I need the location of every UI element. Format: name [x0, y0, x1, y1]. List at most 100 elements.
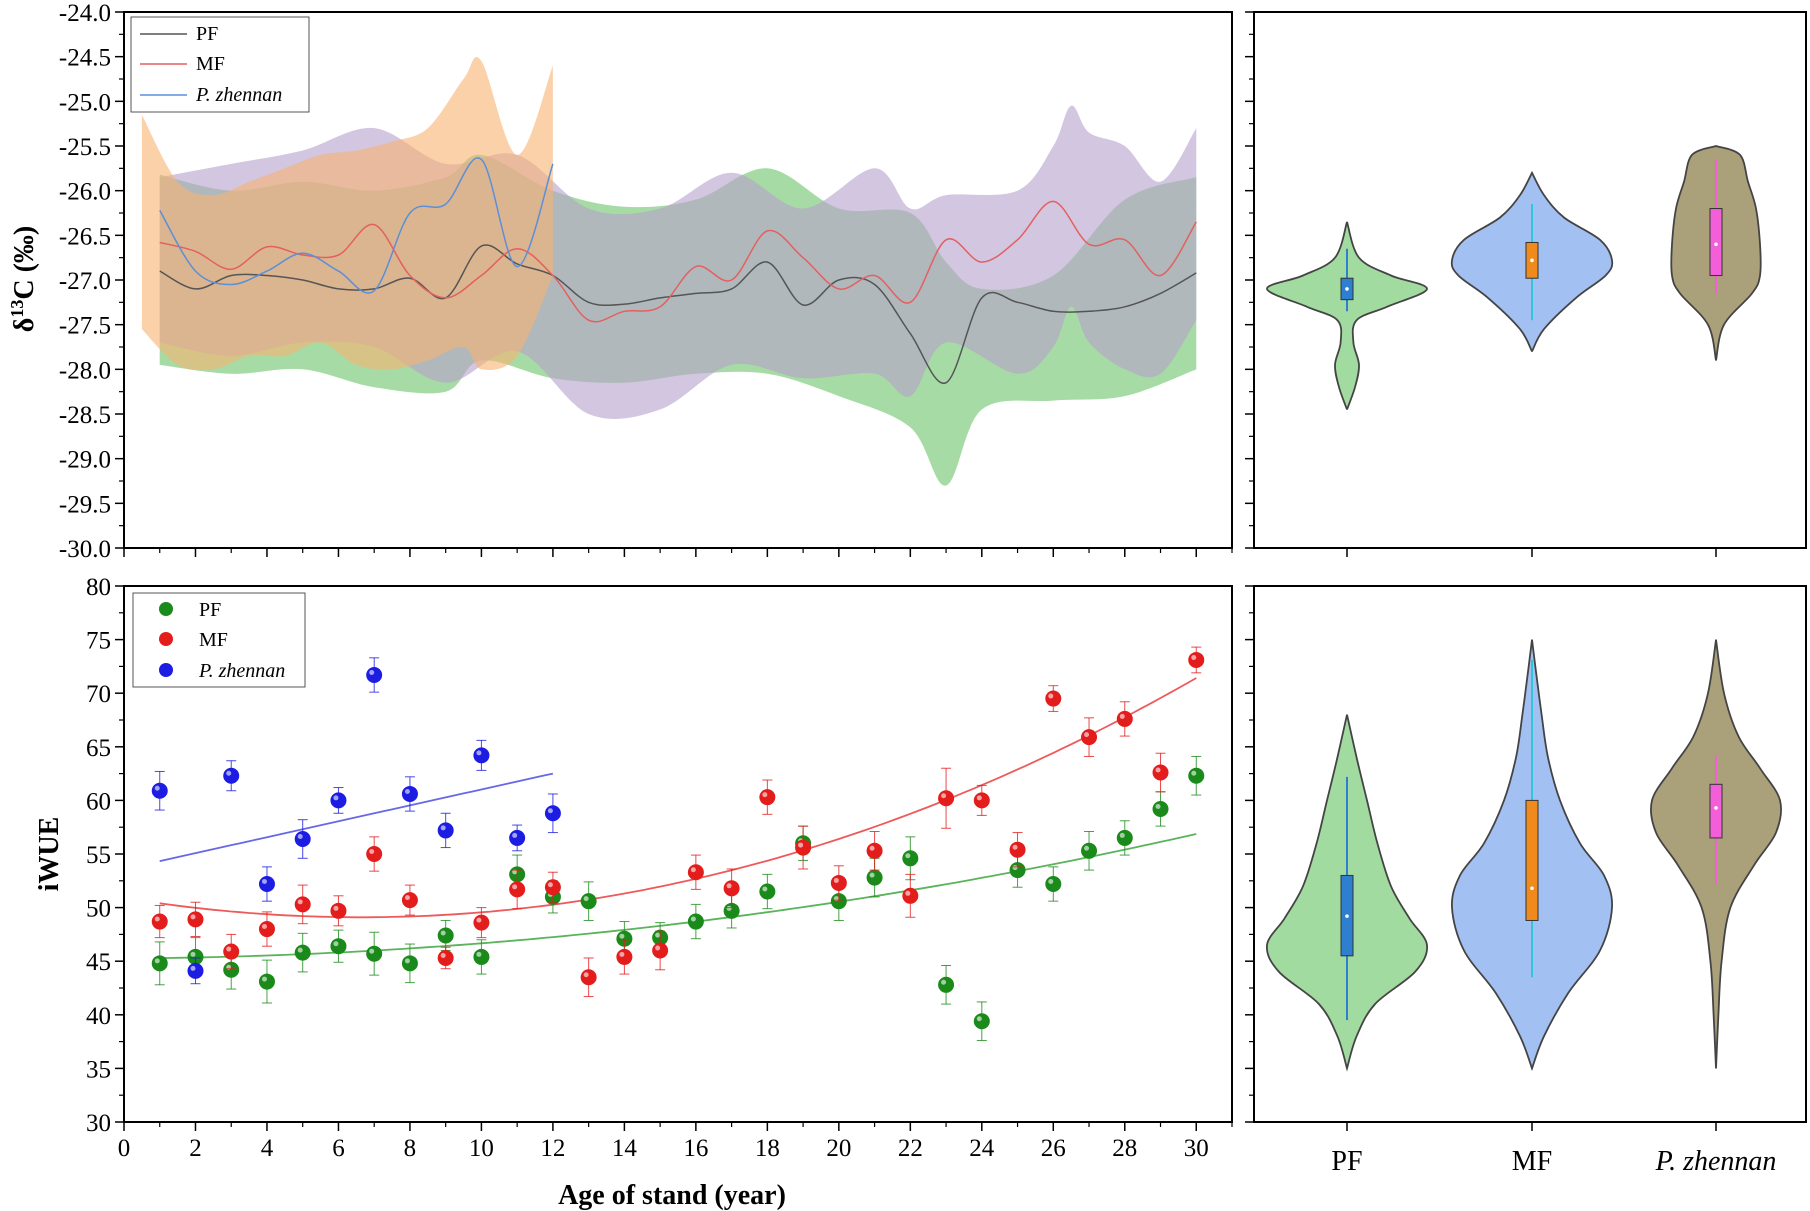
point-mf — [723, 880, 740, 897]
iwue-y-tick-label: 35 — [86, 1056, 111, 1083]
point-pf — [580, 893, 597, 910]
point-p-zhennan — [509, 829, 526, 846]
legend-marker-pz — [159, 663, 173, 677]
d13c-y-axis-title: δ13C (‰) — [7, 226, 40, 332]
point-highlight-mf — [154, 916, 160, 922]
point-highlight-pf — [1012, 865, 1018, 871]
point-mf — [938, 790, 955, 807]
point-highlight-mf — [476, 917, 482, 923]
iwue-legend: PF MF P. zhennan — [132, 592, 306, 688]
point-highlight-mf — [798, 842, 804, 848]
legend-label-pz: P. zhennan — [198, 660, 285, 682]
legend-label-pf: PF — [196, 23, 218, 45]
d13c-y-tick-label: -27.5 — [59, 313, 111, 340]
point-highlight-p-zhennan — [190, 965, 196, 971]
d13c-violin-panel — [1245, 11, 1807, 557]
point-highlight-pf — [869, 872, 875, 878]
iwue-x-tick-label: 28 — [1112, 1135, 1137, 1162]
point-p-zhennan — [437, 822, 454, 839]
point-highlight-pf — [1155, 803, 1161, 809]
point-highlight-p-zhennan — [261, 879, 267, 885]
point-p-zhennan — [187, 962, 204, 979]
point-mf — [866, 842, 883, 859]
point-pf — [902, 850, 919, 867]
point-highlight-pf — [583, 896, 589, 902]
d13c-y-tick-label: -24.5 — [59, 45, 111, 72]
band-mf — [141, 56, 553, 371]
legend-label-mf: MF — [199, 629, 228, 651]
point-highlight-mf — [905, 890, 911, 896]
point-p-zhennan — [151, 782, 168, 799]
point-highlight-mf — [1048, 693, 1054, 699]
point-highlight-pf — [726, 905, 732, 911]
point-pf — [973, 1013, 990, 1030]
iwue-y-tick-label: 75 — [86, 628, 111, 655]
point-highlight-mf — [547, 882, 553, 888]
d13c-y-tick-label: -29.5 — [59, 491, 111, 518]
point-mf — [616, 948, 633, 965]
point-highlight-mf — [1012, 844, 1018, 850]
median-p-zhennan — [1714, 806, 1718, 810]
point-pf — [366, 945, 383, 962]
iwue-y-axis-title: iWUE — [34, 817, 65, 892]
point-highlight-mf — [833, 877, 839, 883]
point-highlight-pf — [655, 932, 661, 938]
point-highlight-p-zhennan — [154, 785, 160, 791]
d13c-y-tick-label: -26.5 — [59, 223, 111, 250]
d13c-y-tick-label: -28.0 — [59, 357, 111, 384]
point-p-zhennan — [223, 767, 240, 784]
iwue-x-tick-label: 30 — [1184, 1135, 1209, 1162]
fit-line-pf — [159, 833, 1197, 959]
point-mf — [330, 902, 347, 919]
point-highlight-pf — [905, 853, 911, 859]
point-highlight-pf — [1191, 770, 1197, 776]
point-pf — [401, 955, 418, 972]
iwue-x-tick-label: 4 — [261, 1135, 274, 1162]
category-label-pf: PF — [1331, 1146, 1362, 1177]
point-pf — [294, 944, 311, 961]
iwue-fit-lines — [159, 677, 1197, 959]
category-label-p-zhennan: P. zhennan — [1655, 1146, 1777, 1177]
point-highlight-pf — [690, 916, 696, 922]
iwue-x-tick-label: 18 — [755, 1135, 780, 1162]
iwue-y-tick-label: 65 — [86, 735, 111, 762]
iwue-x-tick-label: 2 — [189, 1135, 202, 1162]
median-pf — [1345, 287, 1349, 291]
box-p-zhennan — [1709, 783, 1723, 839]
point-highlight-mf — [655, 945, 661, 951]
point-pf — [938, 976, 955, 993]
point-mf — [151, 913, 168, 930]
category-label-mf: MF — [1512, 1146, 1552, 1177]
iwue-x-tick-label: 20 — [826, 1135, 851, 1162]
point-highlight-pf — [941, 979, 947, 985]
legend-label-mf: MF — [196, 53, 225, 75]
point-pf — [473, 948, 490, 965]
point-pf — [151, 955, 168, 972]
point-highlight-pf — [762, 886, 768, 892]
point-highlight-p-zhennan — [547, 808, 553, 814]
point-highlight-mf — [404, 895, 410, 901]
point-pf — [687, 913, 704, 930]
legend-label-pz: P. zhennan — [195, 84, 282, 106]
iwue-x-tick-label: 0 — [118, 1135, 131, 1162]
iwue-y-tick-label: 80 — [86, 574, 111, 601]
d13c-y-tick-label: -27.0 — [59, 268, 111, 295]
point-highlight-mf — [261, 924, 267, 930]
d13c-y-tick-label: -28.5 — [59, 402, 111, 429]
point-mf — [1116, 710, 1133, 727]
iwue-x-tick-label: 24 — [969, 1135, 995, 1162]
d13c-axes: -24.0 -24.5 -25.0 -25.5 -26.0 -26.5 -27.0 -27.5… — [59, 0, 1233, 563]
point-highlight-p-zhennan — [333, 795, 339, 801]
d13c-y-tick-label: -25.0 — [59, 89, 111, 116]
point-pf — [330, 938, 347, 955]
point-mf — [580, 969, 597, 986]
point-highlight-mf — [1119, 713, 1125, 719]
point-highlight-mf — [297, 899, 303, 905]
iwue-x-tick-label: 6 — [332, 1135, 345, 1162]
point-pf — [1116, 829, 1133, 846]
point-p-zhennan — [330, 792, 347, 809]
point-mf — [1081, 729, 1098, 746]
iwue-x-tick-label: 8 — [404, 1135, 417, 1162]
